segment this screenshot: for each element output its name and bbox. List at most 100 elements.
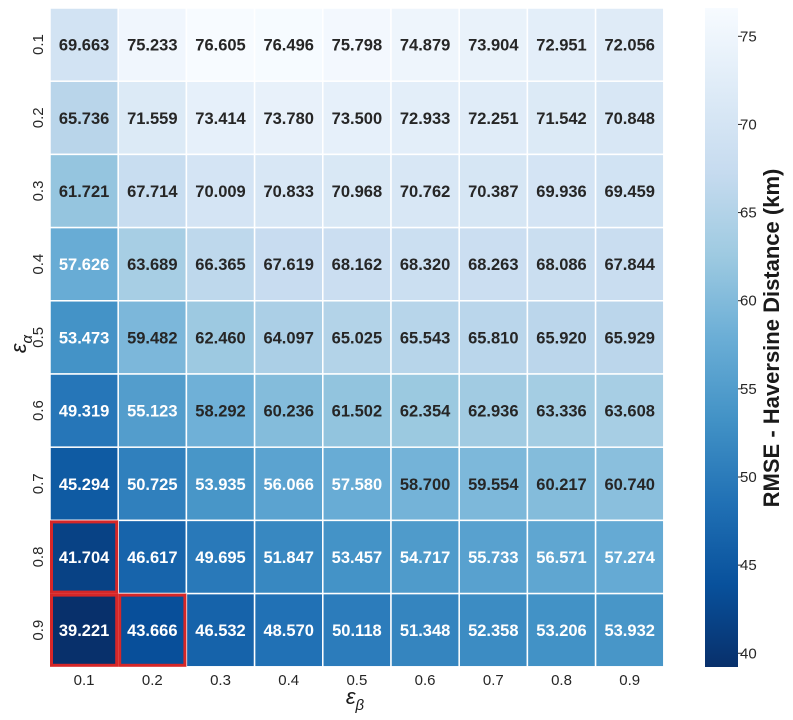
cell-value-label: 65.929 xyxy=(604,329,654,347)
cell-value-label: 76.605 xyxy=(195,37,245,55)
cell-value-label: 65.543 xyxy=(400,329,450,347)
heatmap-cell xyxy=(322,80,392,156)
cell-value-label: 65.920 xyxy=(536,329,586,347)
y-axis-ticks: 0.1 0.2 0.3 0.4 0.5 0.6 0.7 0.8 0.9 xyxy=(30,34,47,640)
heatmap-cell xyxy=(594,519,665,595)
cell-value-label: 59.554 xyxy=(468,476,519,494)
cell-value-label: 57.626 xyxy=(59,256,109,274)
heatmap-cell xyxy=(594,80,665,156)
heatmap-cell xyxy=(322,446,392,522)
heatmap-cell xyxy=(49,226,119,302)
heatmap-cell xyxy=(253,592,324,668)
cell-value-label: 64.097 xyxy=(263,329,313,347)
cell-value-label: 69.663 xyxy=(59,37,109,55)
colorbar-tick-label: 45 xyxy=(740,557,757,574)
heatmap-cell xyxy=(458,446,529,522)
cell-value-label: 50.118 xyxy=(332,622,382,640)
cell-value-label: 73.904 xyxy=(468,37,519,55)
cell-value-label: 55.123 xyxy=(127,403,177,421)
cell-value-label: 53.473 xyxy=(59,329,109,347)
cell-value-label: 53.457 xyxy=(332,549,382,567)
heatmap-cell xyxy=(117,226,188,302)
colorbar-title: RMSE - Haversine Distance (km) xyxy=(759,169,784,508)
cell-value-label: 41.704 xyxy=(59,549,110,567)
cell-value-label: 61.502 xyxy=(332,403,382,421)
cell-value-label: 58.292 xyxy=(195,403,245,421)
heatmap-cell xyxy=(390,373,460,448)
x-tick-label: 0.3 xyxy=(210,672,231,689)
heatmap-cell xyxy=(49,80,119,156)
y-tick-label: 0.9 xyxy=(30,620,47,641)
cell-value-label: 49.695 xyxy=(195,549,245,567)
heatmap-cell xyxy=(390,300,460,375)
heatmap-cell xyxy=(322,373,392,448)
y-tick-label: 0.4 xyxy=(30,254,47,275)
heatmap-cell xyxy=(253,226,324,302)
heatmap-cell xyxy=(458,80,529,156)
heatmap-cell xyxy=(185,7,256,82)
heatmap-cell xyxy=(458,592,529,668)
heatmap-cell xyxy=(185,519,256,595)
cell-value-label: 63.608 xyxy=(604,403,654,421)
cell-value-label: 39.221 xyxy=(59,622,109,640)
y-tick-label: 0.7 xyxy=(30,473,47,494)
cell-value-label: 69.936 xyxy=(536,183,586,201)
cell-value-label: 67.844 xyxy=(604,256,655,274)
x-tick-label: 0.8 xyxy=(551,672,572,689)
cell-value-label: 70.387 xyxy=(468,183,518,201)
colorbar xyxy=(705,8,738,667)
heatmap-cell xyxy=(117,446,188,522)
y-tick-label: 0.5 xyxy=(30,327,47,348)
heatmap-cell xyxy=(185,80,256,156)
heatmap-cell xyxy=(526,373,597,448)
heatmap-cell xyxy=(185,373,256,448)
heatmap-cell xyxy=(390,7,460,82)
x-axis-title: εβ xyxy=(346,684,365,714)
heatmap-cell xyxy=(49,153,119,229)
heatmap-cell xyxy=(185,300,256,375)
cell-value-label: 66.365 xyxy=(195,256,245,274)
cell-value-label: 62.936 xyxy=(468,403,518,421)
cell-value-label: 65.810 xyxy=(468,329,518,347)
x-tick-label: 0.6 xyxy=(415,672,436,689)
cell-value-label: 70.009 xyxy=(195,183,245,201)
highlight-box xyxy=(118,593,187,667)
x-tick-label: 0.1 xyxy=(74,672,95,689)
x-tick-label: 0.5 xyxy=(346,672,367,689)
heatmap-cell xyxy=(253,153,324,229)
heatmap-cell xyxy=(185,592,256,668)
heatmap-cell xyxy=(117,7,188,82)
cell-value-label: 60.236 xyxy=(263,403,313,421)
x-tick-label: 0.7 xyxy=(483,672,504,689)
cell-value-label: 70.762 xyxy=(400,183,450,201)
heatmap-cell xyxy=(253,519,324,595)
heatmap-cell xyxy=(117,373,188,448)
cell-value-label: 57.274 xyxy=(604,549,655,567)
cell-value-label: 63.689 xyxy=(127,256,177,274)
heatmap-cell xyxy=(594,373,665,448)
y-tick-label: 0.6 xyxy=(30,400,47,421)
y-axis-title: εα xyxy=(6,334,36,353)
cell-value-label: 68.263 xyxy=(468,256,518,274)
heatmap-cell xyxy=(594,592,665,668)
x-tick-label: 0.9 xyxy=(619,672,640,689)
heatmap-cell xyxy=(526,80,597,156)
cell-value-label: 68.320 xyxy=(400,256,450,274)
cell-value-label: 49.319 xyxy=(59,403,109,421)
y-tick-label: 0.2 xyxy=(30,107,47,128)
cell-value-label: 53.935 xyxy=(195,476,245,494)
cell-value-label: 73.500 xyxy=(332,110,382,128)
cell-value-label: 68.162 xyxy=(332,256,382,274)
cell-value-label: 59.482 xyxy=(127,329,177,347)
highlight-box xyxy=(50,593,119,667)
cell-value-label: 76.496 xyxy=(263,37,313,55)
cell-value-label: 71.542 xyxy=(536,110,586,128)
cell-value-label: 50.725 xyxy=(127,476,177,494)
colorbar-tick-label: 40 xyxy=(740,645,757,662)
cell-value-label: 67.619 xyxy=(263,256,313,274)
colorbar-tick-label: 55 xyxy=(740,381,757,398)
cell-value-label: 65.736 xyxy=(59,110,109,128)
heatmap-cell xyxy=(253,300,324,375)
heatmap-cell xyxy=(594,300,665,375)
